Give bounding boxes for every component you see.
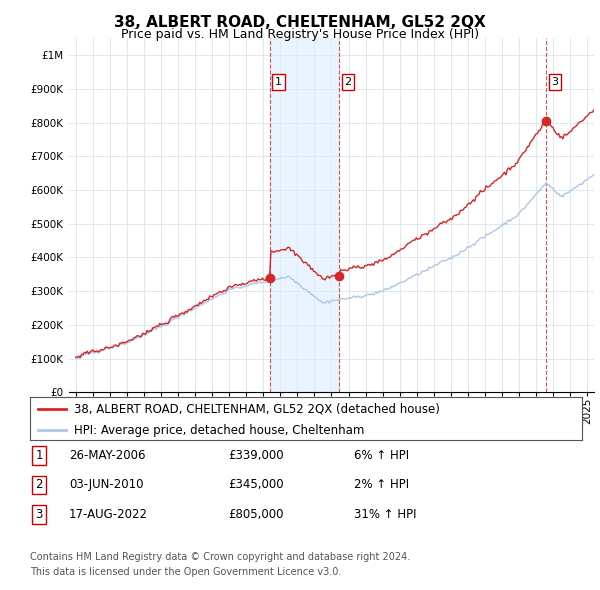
Text: 2% ↑ HPI: 2% ↑ HPI [354,478,409,491]
Text: 38, ALBERT ROAD, CHELTENHAM, GL52 2QX (detached house): 38, ALBERT ROAD, CHELTENHAM, GL52 2QX (d… [74,402,440,415]
Text: Contains HM Land Registry data © Crown copyright and database right 2024.: Contains HM Land Registry data © Crown c… [30,552,410,562]
Text: 38, ALBERT ROAD, CHELTENHAM, GL52 2QX: 38, ALBERT ROAD, CHELTENHAM, GL52 2QX [114,15,486,30]
Bar [270,38,339,392]
Text: 2: 2 [344,77,352,87]
Text: £805,000: £805,000 [228,508,284,521]
Text: Price paid vs. HM Land Registry's House Price Index (HPI): Price paid vs. HM Land Registry's House … [121,28,479,41]
Text: 6% ↑ HPI: 6% ↑ HPI [354,449,409,462]
Text: £345,000: £345,000 [228,478,284,491]
Text: 03-JUN-2010: 03-JUN-2010 [69,478,143,491]
Text: 17-AUG-2022: 17-AUG-2022 [69,508,148,521]
Text: 3: 3 [551,77,559,87]
Text: 3: 3 [35,508,43,521]
Text: HPI: Average price, detached house, Cheltenham: HPI: Average price, detached house, Chel… [74,424,365,437]
Text: This data is licensed under the Open Government Licence v3.0.: This data is licensed under the Open Gov… [30,567,341,577]
Text: 31% ↑ HPI: 31% ↑ HPI [354,508,416,521]
Text: 1: 1 [35,449,43,462]
Text: £339,000: £339,000 [228,449,284,462]
Text: 1: 1 [275,77,282,87]
Text: 2: 2 [35,478,43,491]
Text: 26-MAY-2006: 26-MAY-2006 [69,449,146,462]
